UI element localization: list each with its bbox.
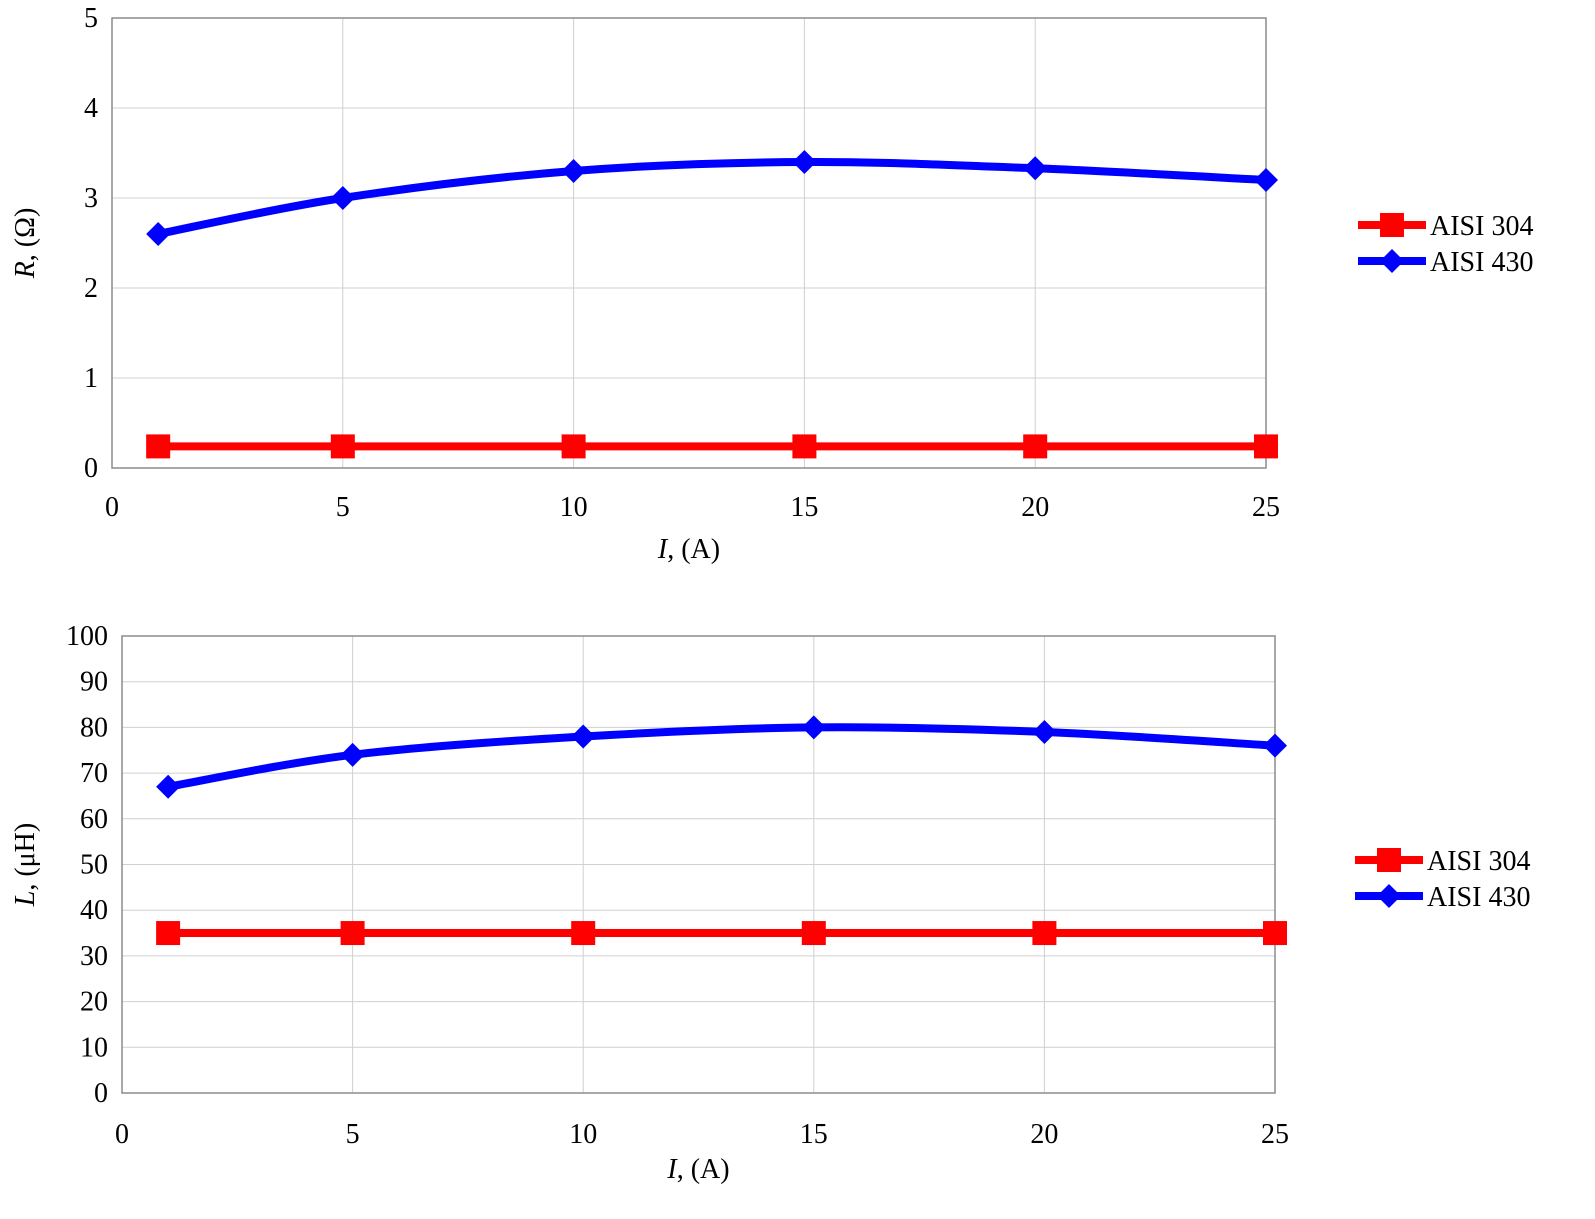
legend-label: AISI 304 [1430, 211, 1533, 242]
x-tick-label: 0 [105, 492, 119, 523]
series-aisi-304 [156, 921, 1287, 946]
y-tick-label: 1 [84, 363, 98, 394]
chart-panel-2: 0 5 10 15 20 25 0 10 20 30 40 50 60 70 80 90 100 I, (A) L,… [10, 621, 1530, 1185]
x-tick-label: 20 [1021, 492, 1049, 523]
x-tick-label: 15 [790, 492, 818, 523]
data-point-diamond [156, 774, 181, 799]
data-point-square [1032, 921, 1057, 946]
plot-area [121, 635, 1276, 1094]
x-axis-label: I, (A) [657, 534, 720, 565]
x-tick-label: 25 [1252, 492, 1280, 523]
data-point-diamond [792, 150, 817, 174]
y-axis-unit: , (μH) [10, 823, 41, 891]
y-tick-label: 2 [84, 273, 98, 304]
x-tick-label: 20 [1030, 1119, 1058, 1150]
x-tick-label: 0 [115, 1119, 129, 1150]
y-tick-label: 50 [80, 850, 108, 881]
series-aisi-430 [156, 715, 1287, 799]
data-point-diamond [1254, 168, 1278, 192]
data-point-square [156, 921, 181, 946]
data-point-diamond [340, 742, 365, 767]
plot-area [111, 17, 1267, 469]
x-axis-unit: , (A) [667, 534, 720, 565]
x-tick-label: 10 [560, 492, 588, 523]
series-aisi-304 [146, 434, 1278, 459]
y-axis-label: R, (Ω) [10, 208, 41, 280]
data-point-diamond [801, 715, 826, 740]
y-tick-label: 100 [66, 621, 108, 652]
y-tick-label: 40 [80, 895, 108, 926]
data-point-diamond [146, 222, 171, 246]
data-point-diamond [330, 186, 355, 210]
y-tick-label: 20 [80, 987, 108, 1018]
legend-label: AISI 430 [1427, 882, 1530, 913]
series-line [164, 723, 1279, 791]
y-tick-label: 10 [80, 1032, 108, 1063]
y-axis-label: L, (μH) [10, 823, 41, 907]
data-point-diamond [561, 159, 586, 183]
data-point-square [340, 921, 365, 946]
legend-swatch-marker [1380, 249, 1404, 273]
y-tick-label: 4 [84, 93, 98, 124]
y-axis-symbol: L [10, 891, 41, 908]
x-tick-label: 25 [1261, 1119, 1289, 1150]
data-point-square [330, 434, 355, 459]
data-point-square [1023, 434, 1048, 459]
data-point-diamond [1032, 719, 1057, 744]
data-point-square [571, 921, 596, 946]
data-point-square [792, 434, 817, 459]
data-point-square [1254, 434, 1278, 459]
x-tick-label: 5 [336, 492, 350, 523]
y-tick-label: 80 [80, 712, 108, 743]
legend-entry: AISI 430 [1355, 882, 1530, 913]
y-tick-label: 0 [94, 1078, 108, 1109]
data-point-diamond [1263, 733, 1287, 758]
legend-swatch-marker [1377, 884, 1401, 908]
data-point-diamond [571, 724, 596, 749]
legend-swatch-marker [1380, 213, 1404, 237]
legend-entry: AISI 304 [1355, 846, 1530, 877]
x-tick-label: 5 [346, 1119, 360, 1150]
x-axis-symbol: I [657, 534, 669, 565]
legend-entry: AISI 430 [1358, 247, 1533, 278]
x-tick-label: 15 [800, 1119, 828, 1150]
legend-label: AISI 304 [1427, 846, 1530, 877]
y-tick-label: 70 [80, 758, 108, 789]
data-point-square [146, 434, 171, 459]
data-point-square [801, 921, 826, 946]
y-tick-label: 30 [80, 941, 108, 972]
x-axis-unit: , (A) [677, 1154, 730, 1185]
y-tick-label: 3 [84, 183, 98, 214]
legend-swatch-marker [1377, 848, 1401, 872]
data-point-square [561, 434, 586, 459]
series-aisi-430 [146, 150, 1278, 246]
legend-entry: AISI 304 [1358, 211, 1533, 242]
y-axis-unit: , (Ω) [10, 208, 41, 261]
data-point-diamond [1023, 156, 1048, 181]
legend-label: AISI 430 [1430, 247, 1533, 278]
y-axis-symbol: R [10, 261, 41, 279]
x-axis-label: I, (A) [666, 1154, 729, 1185]
x-axis-symbol: I [666, 1154, 678, 1185]
y-tick-label: 90 [80, 667, 108, 698]
chart-panel-1: 0 5 10 15 20 25 0 1 2 3 4 5 I, (A) R, (Ω) AISI 304 AISI… [10, 3, 1533, 565]
x-tick-label: 10 [569, 1119, 597, 1150]
y-tick-label: 0 [84, 453, 98, 484]
y-tick-label: 5 [84, 3, 98, 34]
y-tick-label: 60 [80, 804, 108, 835]
data-point-square [1263, 921, 1287, 946]
